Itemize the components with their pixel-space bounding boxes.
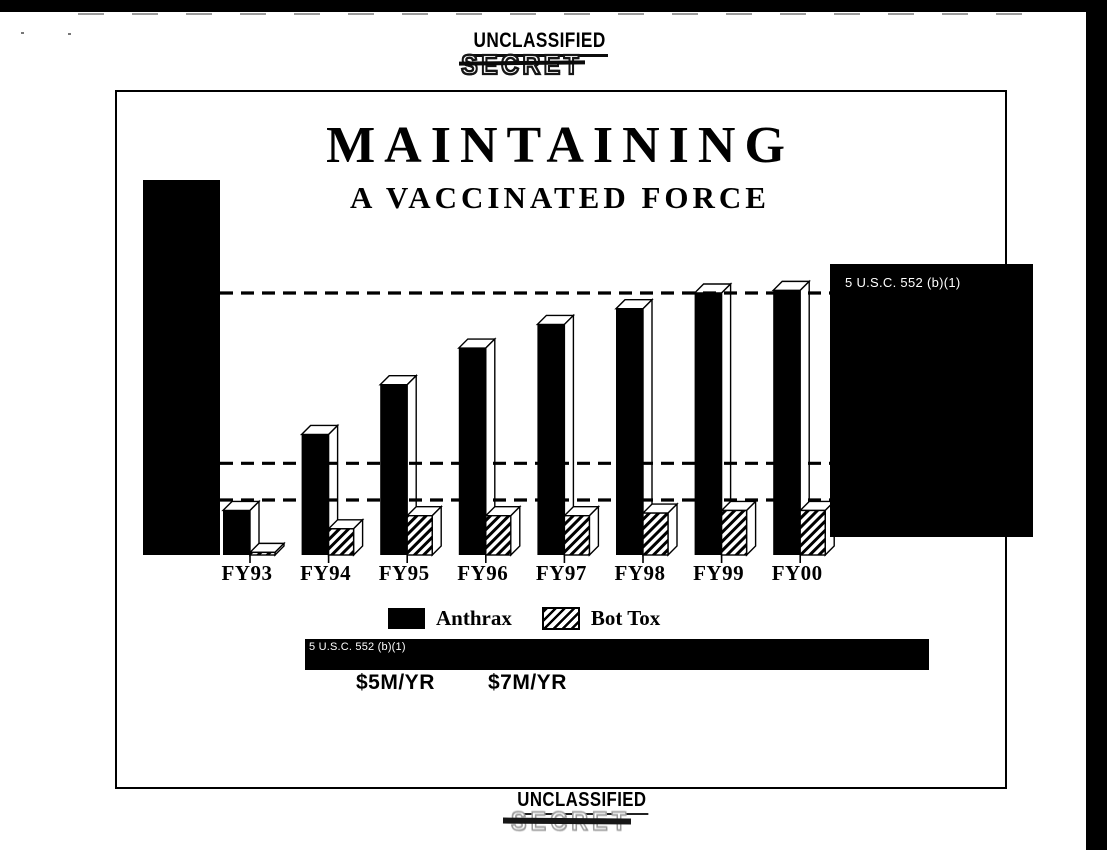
bar-anthrax-fy94 (301, 434, 329, 555)
bar-group-fy93 (221, 499, 286, 557)
bar-group-fy97 (535, 313, 601, 557)
reference-lines-layer (220, 291, 830, 502)
bar-anthrax-fy96 (458, 348, 486, 555)
bar-bottox-fy94 (327, 528, 355, 556)
legend-label-anthrax: Anthrax (436, 606, 512, 630)
scan-edge-top (0, 0, 1107, 12)
bar-group-fy96 (457, 337, 522, 557)
bars-layer (143, 180, 836, 557)
bar-bottox-fy98 (642, 512, 669, 556)
bar-bottox-fy99 (720, 509, 748, 556)
bar-anthrax-fy98 (616, 308, 643, 555)
bar-side-face-bottox-fy96 (510, 505, 521, 557)
redaction-bar-bottom: 5 U.S.C. 552 (b)(1) (305, 639, 929, 670)
scan-speck (68, 33, 71, 35)
bar-anthrax-fy95 (380, 384, 408, 555)
bar-anthrax-fy00 (773, 290, 801, 555)
bar-anthrax-fy97 (537, 324, 565, 555)
redaction-bar-bottom-label: 5 U.S.C. 552 (b)(1) (309, 641, 406, 653)
classification-bottom: UNCLASSIFIED (0, 789, 1107, 815)
category-label-fy99: FY99 (693, 561, 744, 585)
bar-side-face-bottox-fy97 (588, 505, 600, 557)
scan-speck (21, 32, 24, 34)
category-label-fy94: FY94 (300, 561, 351, 585)
legend-swatch-anthrax (388, 608, 425, 629)
classification-bottom-label: UNCLASSIFIED (515, 789, 649, 815)
classification-top-label: UNCLASSIFIED (471, 29, 609, 57)
chart-legend: Anthrax Bot Tox (388, 606, 660, 631)
category-label-fy93: FY93 (222, 561, 273, 585)
slide-title-line1: MAINTAINING (326, 117, 794, 174)
category-label-fy97: FY97 (536, 561, 587, 585)
bar-bottox-fy95 (406, 515, 433, 556)
bar-anthrax-fy93 (223, 510, 250, 555)
category-label-fy95: FY95 (379, 561, 430, 585)
secret-stamp-bottom-strikethrough (502, 817, 632, 825)
redacted-y-axis-block (143, 180, 220, 555)
bar-side-face-bottox-fy98 (667, 502, 678, 557)
bar-bottox-fy93 (249, 551, 276, 556)
bar-group-fy98 (614, 298, 679, 557)
scan-edge-right (1086, 0, 1107, 850)
anthrax-cost-label: $5M/YR (356, 671, 435, 694)
bar-side-face-bottox-fy99 (745, 499, 757, 557)
legend-swatch-bottox (541, 607, 580, 630)
bar-bottox-fy97 (563, 515, 591, 556)
category-label-fy96: FY96 (457, 561, 508, 585)
bar-group-fy99 (692, 282, 758, 557)
redaction-box-right-label: 5 U.S.C. 552 (b)(1) (845, 275, 961, 290)
bottox-cost-label: $7M/YR (488, 671, 567, 694)
category-label-fy98: FY98 (615, 561, 666, 585)
redaction-box-right: 5 U.S.C. 552 (b)(1) (830, 264, 1033, 537)
legend-label-bottox: Bot Tox (590, 606, 661, 630)
classification-top: UNCLASSIFIED (0, 29, 1080, 57)
axis-layer: FY93 FY94 FY95 FY96 FY97 FY98 FY99 FY00 (222, 555, 823, 585)
bar-bottox-fy96 (485, 515, 512, 556)
category-label-fy00: FY00 (772, 561, 823, 585)
bar-anthrax-fy99 (694, 293, 722, 555)
bar-bottox-fy00 (799, 509, 826, 556)
bar-side-face-bottox-fy95 (431, 505, 442, 557)
bar-group-fy00 (771, 279, 836, 557)
scan-noise-line (78, 13, 1028, 15)
bar-group-fy95 (378, 374, 443, 557)
bar-group-fy94 (299, 423, 365, 557)
slide-title-line2: A VACCINATED FORCE (350, 180, 770, 215)
